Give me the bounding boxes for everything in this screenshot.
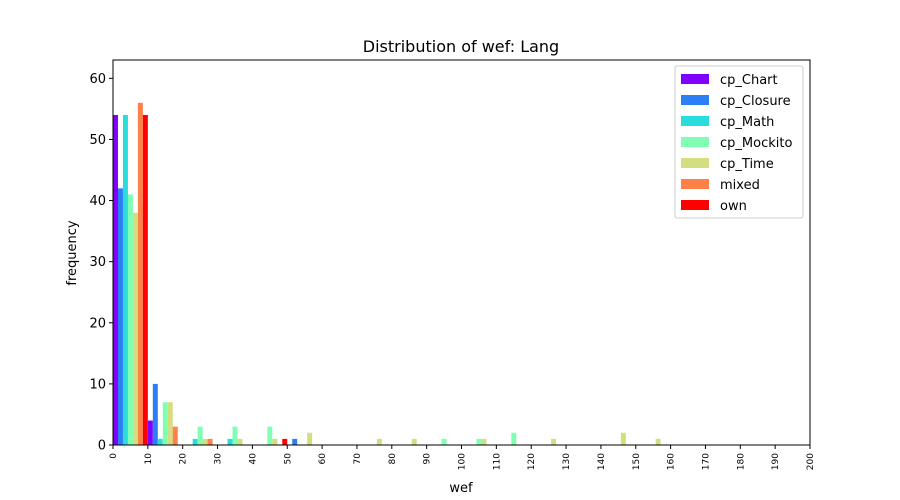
- y-tick-label: 40: [89, 194, 106, 209]
- bar-cp_Time-50: [307, 432, 313, 445]
- legend-swatch-own: [681, 200, 709, 210]
- legend-label-cp_Math: cp_Math: [720, 115, 774, 130]
- bar-cp_Time-140: [620, 432, 626, 445]
- bar-cp_Time-120: [551, 438, 557, 445]
- bar-own-40: [282, 438, 288, 445]
- x-tick-label: 80: [388, 453, 398, 465]
- x-tick-label: 160: [667, 453, 677, 470]
- bar-cp_Closure-10: [152, 383, 158, 445]
- y-tick-label: 30: [89, 255, 106, 270]
- x-tick-label: 30: [214, 453, 224, 465]
- x-tick-label: 180: [736, 453, 746, 470]
- legend: cp_Chart cp_Closure cp_Math cp_Mockito cp_Ti…: [674, 65, 804, 219]
- legend-swatch-cp_Chart: [681, 74, 709, 84]
- legend-label-cp_Closure: cp_Closure: [720, 94, 791, 109]
- bar-cp_Math-0: [122, 115, 128, 445]
- bar-cp_Math-20: [192, 438, 198, 445]
- x-axis-label: wef: [449, 481, 473, 496]
- legend-swatch-cp_Closure: [681, 95, 709, 105]
- legend-swatch-cp_Math: [681, 116, 709, 126]
- bar-mixed-10: [172, 426, 178, 445]
- bar-mixed-0: [137, 102, 143, 446]
- x-axis-ticks: 0 10 20 30 40 50 60 70 80 90 100 110 120 130 140 150 160…: [109, 445, 816, 470]
- x-tick-label: 130: [562, 453, 572, 470]
- bar-cp_Time-30: [237, 438, 243, 445]
- legend-label-cp_Chart: cp_Chart: [720, 73, 778, 88]
- x-tick-label: 10: [144, 453, 154, 465]
- legend-label-cp_Time: cp_Time: [720, 157, 774, 172]
- bar-cp_Time-20: [202, 438, 208, 445]
- bar-cp_Mockito-20: [197, 426, 203, 445]
- y-tick-label: 10: [89, 377, 106, 392]
- x-tick-label: 50: [283, 453, 293, 465]
- bar-cp_Time-0: [132, 212, 138, 445]
- bar-cp_Time-150: [655, 438, 661, 445]
- legend-swatch-cp_Mockito: [681, 137, 709, 147]
- x-tick-label: 40: [248, 453, 258, 465]
- bar-mixed-20: [207, 438, 213, 445]
- bar-cp_Mockito-110: [511, 432, 517, 445]
- bar-cp_Mockito-0: [127, 194, 133, 445]
- bar-cp_Mockito-40: [267, 426, 273, 445]
- bar-cp_Math-10: [157, 438, 163, 445]
- bar-cp_Chart-10: [147, 420, 153, 445]
- y-tick-label: 50: [89, 133, 106, 148]
- x-tick-label: 190: [771, 453, 781, 470]
- x-tick-label: 60: [318, 453, 328, 465]
- x-tick-label: 0: [109, 453, 119, 459]
- chart-title: Distribution of wef: Lang: [363, 37, 559, 56]
- x-tick-label: 120: [527, 453, 537, 470]
- x-tick-label: 170: [701, 453, 711, 470]
- bar-cp_Time-80: [411, 438, 417, 445]
- x-tick-label: 20: [179, 453, 189, 465]
- legend-label-cp_Mockito: cp_Mockito: [720, 136, 792, 151]
- x-tick-label: 90: [423, 453, 433, 465]
- y-tick-label: 60: [89, 72, 106, 87]
- legend-swatch-cp_Time: [681, 158, 709, 168]
- bar-cp_Closure-50: [292, 438, 298, 445]
- x-tick-label: 150: [632, 453, 642, 470]
- legend-label-mixed: mixed: [720, 178, 760, 193]
- bar-cp_Chart-0: [113, 115, 118, 445]
- x-tick-label: 110: [492, 453, 502, 470]
- bar-cp_Time-70: [376, 438, 382, 445]
- bar-cp_Time-40: [272, 438, 278, 445]
- bar-cp_Mockito-90: [441, 438, 447, 445]
- bars-group: [113, 102, 661, 446]
- bar-cp_Mockito-100: [476, 438, 482, 445]
- bar-cp_Time-100: [481, 438, 487, 445]
- bar-cp_Time-10: [167, 402, 173, 445]
- x-tick-label: 200: [806, 453, 816, 470]
- bar-cp_Mockito-10: [162, 402, 168, 445]
- legend-label-own: own: [720, 199, 747, 214]
- bar-cp_Math-30: [227, 438, 233, 445]
- y-axis-label: frequency: [65, 220, 80, 286]
- bar-cp_Closure-0: [117, 188, 123, 446]
- x-tick-label: 70: [353, 453, 363, 465]
- x-tick-label: 100: [458, 453, 468, 470]
- y-axis-ticks: 0 10 20 30 40 50 60: [89, 72, 113, 454]
- legend-swatch-mixed: [681, 179, 709, 189]
- bar-own-0: [142, 115, 148, 445]
- bar-cp_Mockito-30: [232, 426, 238, 445]
- y-tick-label: 0: [98, 439, 106, 454]
- y-tick-label: 20: [89, 316, 106, 331]
- x-tick-label: 140: [597, 453, 607, 470]
